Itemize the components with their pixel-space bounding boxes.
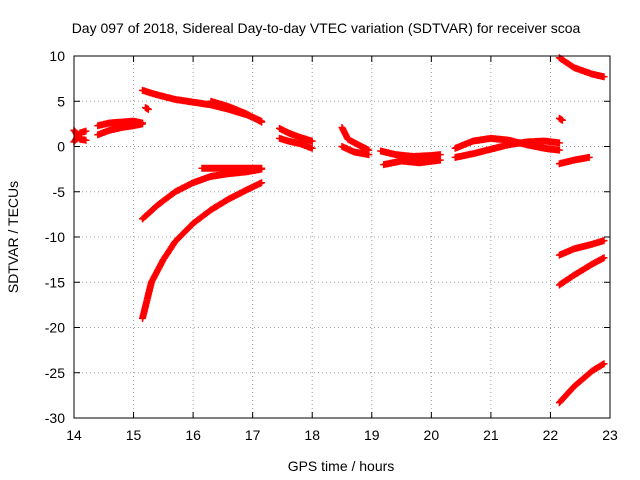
series-s15 — [555, 54, 608, 81]
series-markers — [555, 254, 608, 289]
x-tick-label: 17 — [245, 427, 261, 443]
series-s8 — [139, 179, 266, 322]
series-s10b — [338, 143, 373, 159]
series-s12 — [380, 156, 444, 169]
series-s2b — [94, 117, 146, 130]
data-marks — [70, 54, 608, 407]
y-tick-label: 5 — [57, 93, 65, 109]
series-s9b — [276, 134, 316, 152]
series-s9 — [276, 124, 316, 145]
x-tick-label: 18 — [304, 427, 320, 443]
y-tick-label: 0 — [57, 139, 65, 155]
series-markers — [380, 156, 444, 169]
series-s11 — [377, 147, 444, 160]
series-s17 — [555, 153, 593, 168]
series-markers — [276, 124, 316, 145]
series-markers — [451, 134, 563, 154]
series-s14 — [451, 134, 563, 154]
series-s20 — [555, 360, 608, 407]
series-markers — [139, 86, 266, 125]
series-markers — [555, 237, 608, 259]
y-tick-label: -20 — [45, 320, 65, 336]
series-s19 — [555, 254, 608, 289]
grid — [74, 56, 610, 418]
x-axis-label: GPS time / hours — [288, 458, 395, 474]
x-tick-label: 23 — [602, 427, 618, 443]
series-markers — [142, 104, 152, 113]
chart-title: Day 097 of 2018, Sidereal Day-to-day VTE… — [72, 20, 581, 36]
series-s5 — [207, 97, 266, 126]
y-axis-label: SDTVAR / TECUs — [5, 181, 21, 293]
x-tick-label: 19 — [364, 427, 380, 443]
x-tick-label: 22 — [543, 427, 559, 443]
y-tick-label: -25 — [45, 365, 65, 381]
series-s4 — [139, 86, 266, 125]
series-s3 — [142, 104, 152, 113]
series-markers — [555, 153, 593, 168]
series-markers — [377, 147, 444, 160]
x-tick-label: 20 — [424, 427, 440, 443]
series-s7 — [198, 164, 266, 172]
x-tick-label: 21 — [483, 427, 499, 443]
series-markers — [555, 360, 608, 407]
y-axis: 10 5 0 -5 -10 -15 -20 -25 -30 — [45, 48, 610, 426]
x-axis: 14 15 16 17 18 19 20 21 22 23 — [66, 56, 618, 443]
series-markers — [555, 54, 608, 81]
series-s16 — [555, 114, 566, 124]
x-tick-label: 14 — [66, 427, 82, 443]
series-markers — [338, 124, 373, 154]
x-tick-label: 15 — [126, 427, 142, 443]
x-tick-label: 16 — [185, 427, 201, 443]
series-markers — [94, 117, 146, 130]
y-tick-label: -5 — [53, 184, 66, 200]
y-tick-label: -15 — [45, 274, 65, 290]
series-markers — [276, 134, 316, 152]
series-s10 — [338, 124, 373, 154]
series-markers — [555, 114, 566, 124]
series-markers — [139, 179, 266, 322]
series-s18 — [555, 237, 608, 259]
y-tick-label: -30 — [45, 410, 65, 426]
y-tick-label: -10 — [45, 229, 65, 245]
series-markers — [207, 97, 266, 126]
series-markers — [338, 143, 373, 159]
series-markers — [198, 164, 266, 172]
y-tick-label: 10 — [49, 48, 65, 64]
